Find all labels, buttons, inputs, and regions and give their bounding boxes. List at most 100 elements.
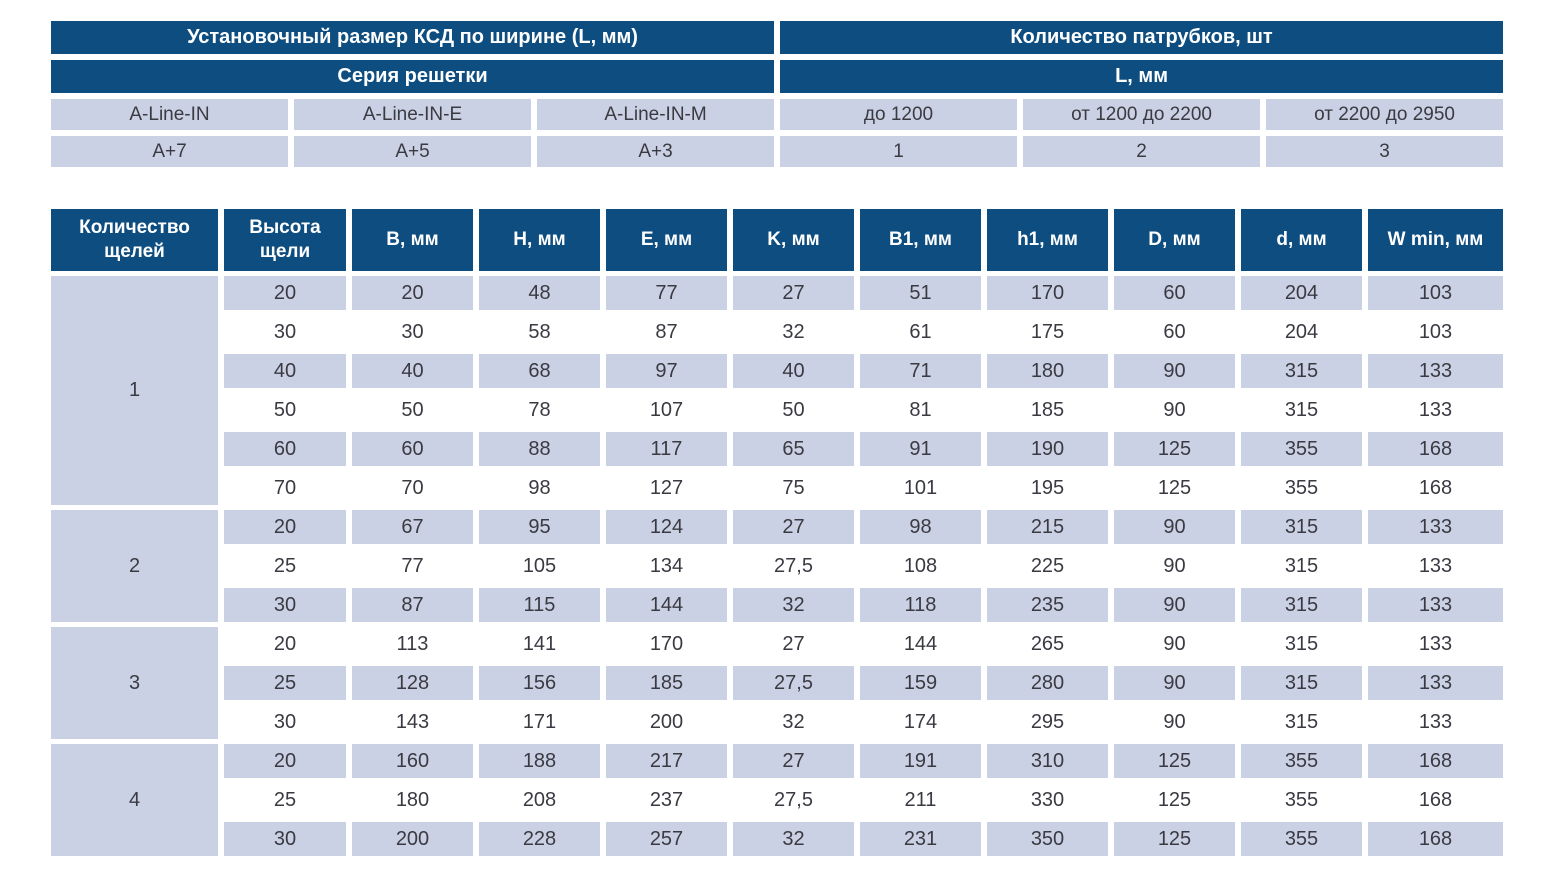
series-cell: A-Line-IN-M — [537, 99, 775, 130]
dimension-value-cell: 208 — [479, 783, 600, 817]
dimension-value-cell: 60 — [224, 432, 346, 466]
dimension-value-cell: 225 — [987, 549, 1108, 583]
dimension-value-cell: 315 — [1241, 354, 1362, 388]
dimension-value-cell: 144 — [606, 588, 727, 622]
dimension-value-cell: 160 — [352, 744, 473, 778]
dimension-value-cell: 27,5 — [733, 549, 854, 583]
dimension-value-cell: 237 — [606, 783, 727, 817]
length-range-cell: от 2200 до 2950 — [1266, 99, 1504, 130]
dimension-value-cell: 61 — [860, 315, 981, 349]
slot-count-cell: 1 — [51, 276, 218, 505]
dimension-value-cell: 168 — [1368, 432, 1503, 466]
dimension-value-cell: 25 — [224, 549, 346, 583]
dimension-value-cell: 168 — [1368, 783, 1503, 817]
header-k: K, мм — [733, 209, 854, 271]
dimension-value-cell: 175 — [987, 315, 1108, 349]
dimension-value-cell: 27 — [733, 627, 854, 661]
top-title-row: Установочный размер КСД по ширине (L, мм… — [51, 21, 1504, 54]
dimension-value-cell: 133 — [1368, 549, 1503, 583]
dimension-value-cell: 133 — [1368, 510, 1503, 544]
table-row: 1 20 20 48 77 27 51 170 60 204 103 — [51, 276, 1503, 505]
table-row: 25 128 156 185 27,5 159 280 90 315 133 — [51, 666, 1503, 700]
dimension-value-cell: 90 — [1114, 588, 1235, 622]
table-row: 25 77 105 134 27,5 108 225 90 315 133 — [51, 549, 1503, 583]
dimension-value-cell: 134 — [606, 549, 727, 583]
dimension-value-cell: 185 — [606, 666, 727, 700]
header-d-big: D, мм — [1114, 209, 1235, 271]
dimension-value-cell: 144 — [860, 627, 981, 661]
dimension-value-cell: 115 — [479, 588, 600, 622]
nozzle-count-cell: 1 — [780, 136, 1018, 167]
dimension-value-cell: 168 — [1368, 822, 1503, 856]
dimension-value-cell: 32 — [733, 588, 854, 622]
dimension-value-cell: 330 — [987, 783, 1108, 817]
dimension-value-cell: 170 — [987, 276, 1108, 310]
dimension-value-cell: 315 — [1241, 549, 1362, 583]
dimension-value-cell: 156 — [479, 666, 600, 700]
dimension-value-cell: 40 — [224, 354, 346, 388]
dimension-value-cell: 143 — [352, 705, 473, 739]
dimension-value-cell: 125 — [1114, 471, 1235, 505]
dimension-value-cell: 180 — [987, 354, 1108, 388]
dimension-value-cell: 191 — [860, 744, 981, 778]
dimension-value-cell: 27,5 — [733, 783, 854, 817]
dimension-value-cell: 159 — [860, 666, 981, 700]
dimension-value-cell: 235 — [987, 588, 1108, 622]
slot-count-cell: 3 — [51, 627, 218, 739]
dimension-value-cell: 355 — [1241, 471, 1362, 505]
dimension-value-cell: 105 — [479, 549, 600, 583]
dimension-value-cell: 90 — [1114, 705, 1235, 739]
dimension-value-cell: 90 — [1114, 354, 1235, 388]
dimension-value-cell: 30 — [224, 822, 346, 856]
table-row: 3 20 113 141 170 27 144 265 90 315 133 — [51, 627, 1503, 739]
dimension-value-cell: 71 — [860, 354, 981, 388]
top-summary-table: Установочный размер КСД по ширине (L, мм… — [45, 15, 1509, 173]
dimension-value-cell: 78 — [479, 393, 600, 427]
dimension-value-cell: 90 — [1114, 549, 1235, 583]
dimension-value-cell: 98 — [479, 471, 600, 505]
dimension-value-cell: 113 — [352, 627, 473, 661]
dimension-value-cell: 315 — [1241, 627, 1362, 661]
dimension-value-cell: 98 — [860, 510, 981, 544]
dimension-value-cell: 103 — [1368, 315, 1503, 349]
dimension-value-cell: 315 — [1241, 588, 1362, 622]
dimension-value-cell: 48 — [479, 276, 600, 310]
dimension-value-cell: 20 — [224, 510, 346, 544]
dimension-value-cell: 190 — [987, 432, 1108, 466]
length-range-cell: от 1200 до 2200 — [1023, 99, 1261, 130]
dimension-value-cell: 355 — [1241, 783, 1362, 817]
dimension-value-cell: 103 — [1368, 276, 1503, 310]
dimension-value-cell: 133 — [1368, 627, 1503, 661]
header-w-min: W min, мм — [1368, 209, 1503, 271]
dimension-value-cell: 180 — [352, 783, 473, 817]
dimension-value-cell: 70 — [224, 471, 346, 505]
dimension-value-cell: 125 — [1114, 744, 1235, 778]
nozzle-count-title: Количество патрубков, шт — [780, 21, 1504, 54]
dimension-value-cell: 257 — [606, 822, 727, 856]
dimension-value-cell: 25 — [224, 783, 346, 817]
header-slot-count: Количество щелей — [51, 209, 218, 271]
dimension-value-cell: 58 — [479, 315, 600, 349]
dimension-value-cell: 185 — [987, 393, 1108, 427]
header-b: B, мм — [352, 209, 473, 271]
header-e: E, мм — [606, 209, 727, 271]
dimension-value-cell: 90 — [1114, 666, 1235, 700]
header-h1: h1, мм — [987, 209, 1108, 271]
dimension-value-cell: 350 — [987, 822, 1108, 856]
dimension-value-cell: 95 — [479, 510, 600, 544]
table-row: 30 30 58 87 32 61 175 60 204 103 — [51, 315, 1503, 349]
dimension-value-cell: 315 — [1241, 666, 1362, 700]
dimension-value-cell: 211 — [860, 783, 981, 817]
table-row: 2 20 67 95 124 27 98 215 90 315 133 — [51, 510, 1503, 622]
series-size-cell: A+5 — [294, 136, 531, 167]
dimension-value-cell: 315 — [1241, 705, 1362, 739]
dimension-value-cell: 174 — [860, 705, 981, 739]
dimension-value-cell: 204 — [1241, 315, 1362, 349]
table-row: 50 50 78 107 50 81 185 90 315 133 — [51, 393, 1503, 427]
nozzle-count-cell: 2 — [1023, 136, 1261, 167]
dimension-value-cell: 204 — [1241, 276, 1362, 310]
dimension-value-cell: 68 — [479, 354, 600, 388]
dimension-value-cell: 133 — [1368, 588, 1503, 622]
dimension-value-cell: 27 — [733, 276, 854, 310]
